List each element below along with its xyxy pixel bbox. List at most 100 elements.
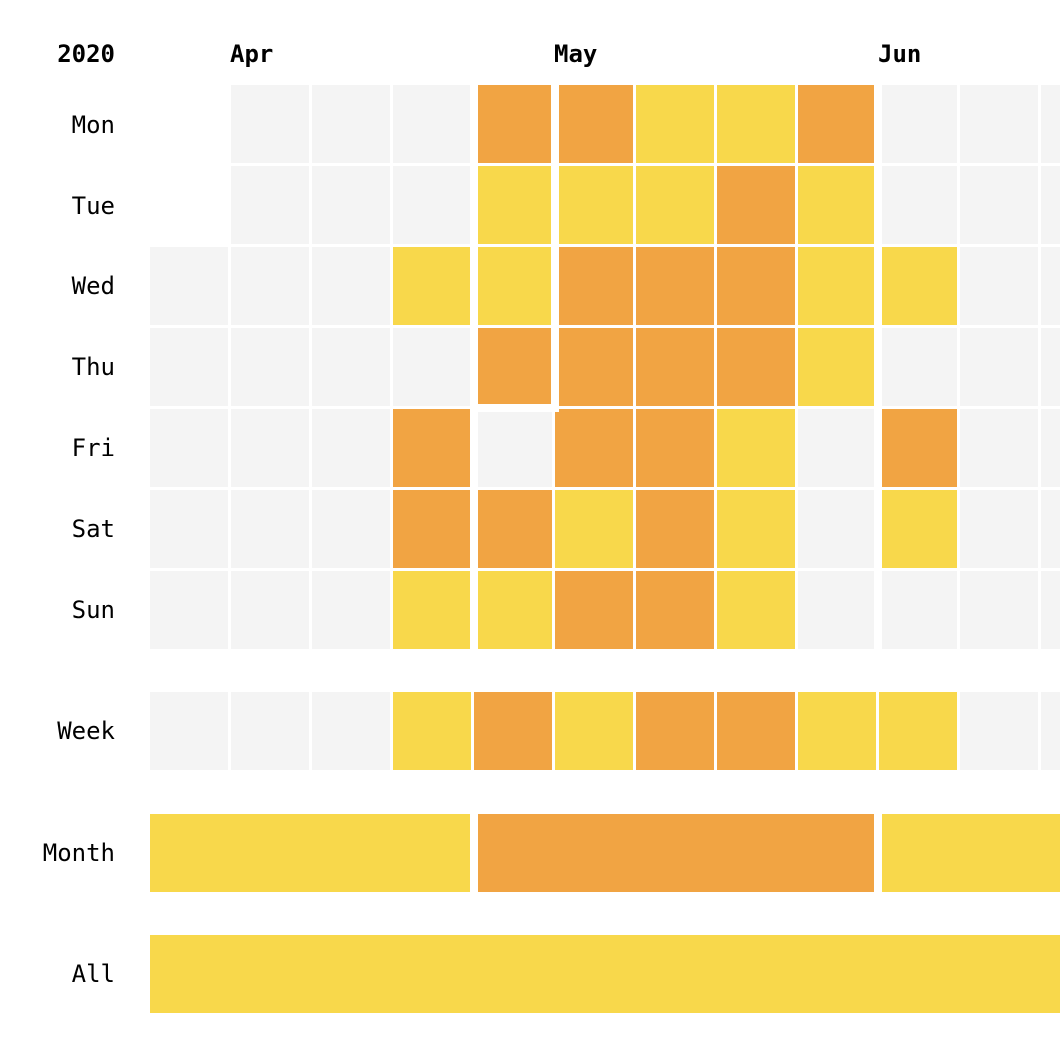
- week-cell-4: [393, 692, 471, 770]
- day-cell-mon-week-7: [636, 85, 714, 163]
- day-cell-sun-week-3: [312, 571, 390, 649]
- week-cell-3: [312, 692, 390, 770]
- day-cell-wed-week-4: [393, 247, 471, 325]
- day-cell-fri-week-1: [150, 409, 228, 487]
- week-cell-6: [555, 692, 633, 770]
- day-cell-sat-week-11: [960, 490, 1038, 568]
- day-cell-wed-week-6: [555, 247, 633, 325]
- day-cell-fri-week-10: [879, 409, 957, 487]
- month-cells: [150, 814, 1060, 892]
- day-cell-sun-week-8: [717, 571, 795, 649]
- day-cell-sun-week-4: [393, 571, 471, 649]
- day-cell-wed-week-10: [879, 247, 957, 325]
- day-cell-fri-week-5: [474, 409, 552, 487]
- day-cell-thu-week-10: [879, 328, 957, 406]
- day-cell-mon-week-4: [393, 85, 471, 163]
- month-cell-apr: [150, 814, 470, 892]
- day-cell-fri-week-7: [636, 409, 714, 487]
- day-cell-sun-week-1: [150, 571, 228, 649]
- day-cell-thu-week-9: [798, 328, 876, 406]
- week-cells: [150, 692, 1060, 770]
- day-cell-thu-week-1: [150, 328, 228, 406]
- day-cell-mon-week-5: [474, 85, 552, 163]
- month-label-may: May: [554, 40, 597, 68]
- day-cell-sat-week-5: [474, 490, 552, 568]
- day-cell-sat-week-1: [150, 490, 228, 568]
- day-cell-tue-week-12: [1041, 166, 1060, 244]
- day-label-tue: Tue: [72, 192, 115, 220]
- week-row-label: Week: [57, 717, 115, 745]
- day-cell-sat-week-12: [1041, 490, 1060, 568]
- day-cell-mon-week-10: [879, 85, 957, 163]
- day-cell-mon-week-3: [312, 85, 390, 163]
- day-cell-sun-week-7: [636, 571, 714, 649]
- year-label: 2020: [57, 40, 115, 68]
- day-cell-sat-week-7: [636, 490, 714, 568]
- week-cell-12: [1041, 692, 1060, 770]
- day-cell-wed-week-7: [636, 247, 714, 325]
- day-label-fri: Fri: [72, 434, 115, 462]
- week-cell-8: [717, 692, 795, 770]
- day-cell-fri-week-4: [393, 409, 471, 487]
- day-cell-wed-week-12: [1041, 247, 1060, 325]
- day-cell-sat-week-6: [555, 490, 633, 568]
- all-cell: [150, 935, 1060, 1013]
- month-dividers: [470, 81, 882, 654]
- day-cell-tue-week-5: [474, 166, 552, 244]
- day-cell-wed-week-3: [312, 247, 390, 325]
- day-cell-sun-week-12: [1041, 571, 1060, 649]
- day-cell-fri-week-12: [1041, 409, 1060, 487]
- month-row-label: Month: [43, 839, 115, 867]
- week-cell-10: [879, 692, 957, 770]
- day-cell-wed-week-8: [717, 247, 795, 325]
- day-cell-tue-week-9: [798, 166, 876, 244]
- day-cell-tue-week-3: [312, 166, 390, 244]
- day-cell-wed-week-9: [798, 247, 876, 325]
- day-cell-fri-week-11: [960, 409, 1038, 487]
- day-cell-fri-week-8: [717, 409, 795, 487]
- day-cell-tue-week-6: [555, 166, 633, 244]
- day-cell-mon-week-8: [717, 85, 795, 163]
- day-cell-sun-week-2: [231, 571, 309, 649]
- day-cell-wed-week-11: [960, 247, 1038, 325]
- day-cell-sat-week-8: [717, 490, 795, 568]
- day-cell-sat-week-9: [798, 490, 876, 568]
- day-cell-tue-week-8: [717, 166, 795, 244]
- month-label-jun: Jun: [878, 40, 921, 68]
- day-cell-fri-week-2: [231, 409, 309, 487]
- day-cell-thu-week-3: [312, 328, 390, 406]
- day-cell-wed-week-1: [150, 247, 228, 325]
- all-row-label: All: [72, 960, 115, 988]
- day-cell-thu-week-12: [1041, 328, 1060, 406]
- day-cell-thu-week-4: [393, 328, 471, 406]
- day-cell-mon-week-12: [1041, 85, 1060, 163]
- day-cell-sat-week-10: [879, 490, 957, 568]
- day-cell-sun-week-10: [879, 571, 957, 649]
- month-label-apr: Apr: [230, 40, 273, 68]
- day-cell-fri-week-6: [555, 409, 633, 487]
- day-cell-sun-week-5: [474, 571, 552, 649]
- day-cell-thu-week-7: [636, 328, 714, 406]
- day-cell-wed-week-5: [474, 247, 552, 325]
- day-cells: [150, 85, 1060, 649]
- all-cells: [150, 935, 1060, 1013]
- month-cell-may: [478, 814, 874, 892]
- day-cell-sat-week-4: [393, 490, 471, 568]
- day-cell-thu-week-8: [717, 328, 795, 406]
- day-label-mon: Mon: [72, 111, 115, 139]
- day-cell-sat-week-2: [231, 490, 309, 568]
- day-cell-tue-week-11: [960, 166, 1038, 244]
- day-cell-tue-week-10: [879, 166, 957, 244]
- day-label-sun: Sun: [72, 596, 115, 624]
- day-cell-mon-week-9: [798, 85, 876, 163]
- week-cell-7: [636, 692, 714, 770]
- day-cell-wed-week-2: [231, 247, 309, 325]
- day-cell-mon-week-6: [555, 85, 633, 163]
- day-cell-fri-week-9: [798, 409, 876, 487]
- day-cell-tue-week-4: [393, 166, 471, 244]
- day-label-sat: Sat: [72, 515, 115, 543]
- day-cell-mon-week-11: [960, 85, 1038, 163]
- day-cell-thu-week-11: [960, 328, 1038, 406]
- week-cell-11: [960, 692, 1038, 770]
